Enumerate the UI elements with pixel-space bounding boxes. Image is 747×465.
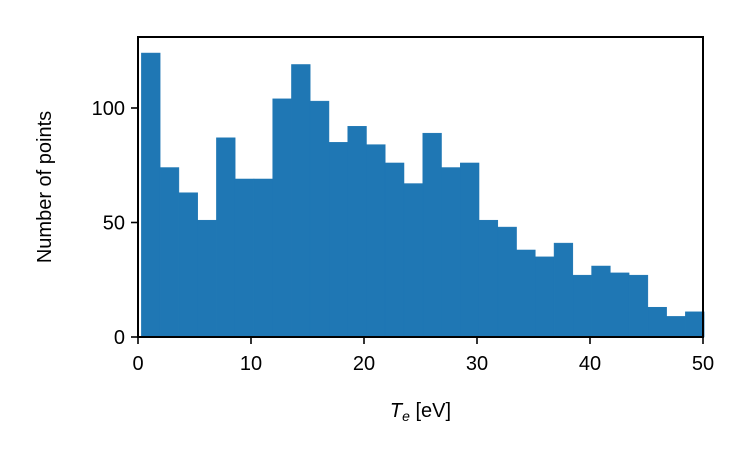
- histogram-bar: [234, 178, 255, 338]
- x-tick-label: 20: [353, 353, 375, 375]
- histogram-bar: [591, 265, 611, 338]
- histogram-bar: [497, 226, 517, 338]
- histogram-bar: [460, 162, 480, 338]
- x-axis-label-unit: [eV]: [410, 400, 451, 422]
- histogram-bar: [253, 178, 273, 338]
- histogram-bar: [384, 162, 405, 338]
- histogram-bar: [422, 132, 442, 338]
- histogram-bar: [272, 98, 292, 338]
- histogram-bar: [628, 274, 649, 338]
- histogram-bar: [216, 137, 236, 338]
- y-axis-ticks: 0 50 100: [92, 98, 138, 349]
- histogram-bar: [572, 274, 592, 338]
- histogram-bar: [647, 306, 667, 338]
- histogram-bar: [535, 256, 555, 338]
- x-tick-label: 30: [466, 353, 488, 375]
- histogram-bars: [141, 52, 705, 338]
- histogram-bar: [309, 100, 330, 338]
- histogram-bar: [685, 311, 705, 338]
- x-axis-label-main: T: [390, 400, 404, 422]
- x-tick-label: 10: [240, 353, 262, 375]
- histogram-bar: [666, 316, 686, 338]
- histogram-bar: [328, 142, 348, 338]
- x-tick-label: 40: [579, 353, 601, 375]
- histogram-bar: [366, 144, 386, 338]
- histogram-bar: [553, 242, 574, 338]
- x-tick-label: 50: [692, 353, 714, 375]
- plot-frame: [137, 36, 704, 338]
- y-tick-label: 100: [92, 98, 125, 120]
- x-axis-label-sub: e: [402, 408, 410, 424]
- histogram-bar: [441, 167, 461, 338]
- x-tick-label: 0: [132, 353, 143, 375]
- histogram-bar: [347, 126, 367, 338]
- y-tick-label: 50: [103, 212, 125, 234]
- histogram-bar: [610, 272, 630, 338]
- x-axis-label: Te [eV]: [390, 400, 451, 424]
- histogram-bar: [178, 192, 198, 338]
- histogram-bar: [478, 219, 499, 338]
- y-axis-label: Number of points: [34, 111, 56, 263]
- y-tick-label: 0: [114, 327, 125, 349]
- histogram-bar: [291, 64, 311, 338]
- histogram-bar: [403, 183, 424, 338]
- histogram-bar: [516, 249, 536, 338]
- histogram-bar: [141, 52, 161, 338]
- histogram-bar: [197, 219, 217, 338]
- histogram-bar: [159, 167, 180, 338]
- x-axis-ticks: 0 10 20 30 40 50: [132, 337, 714, 375]
